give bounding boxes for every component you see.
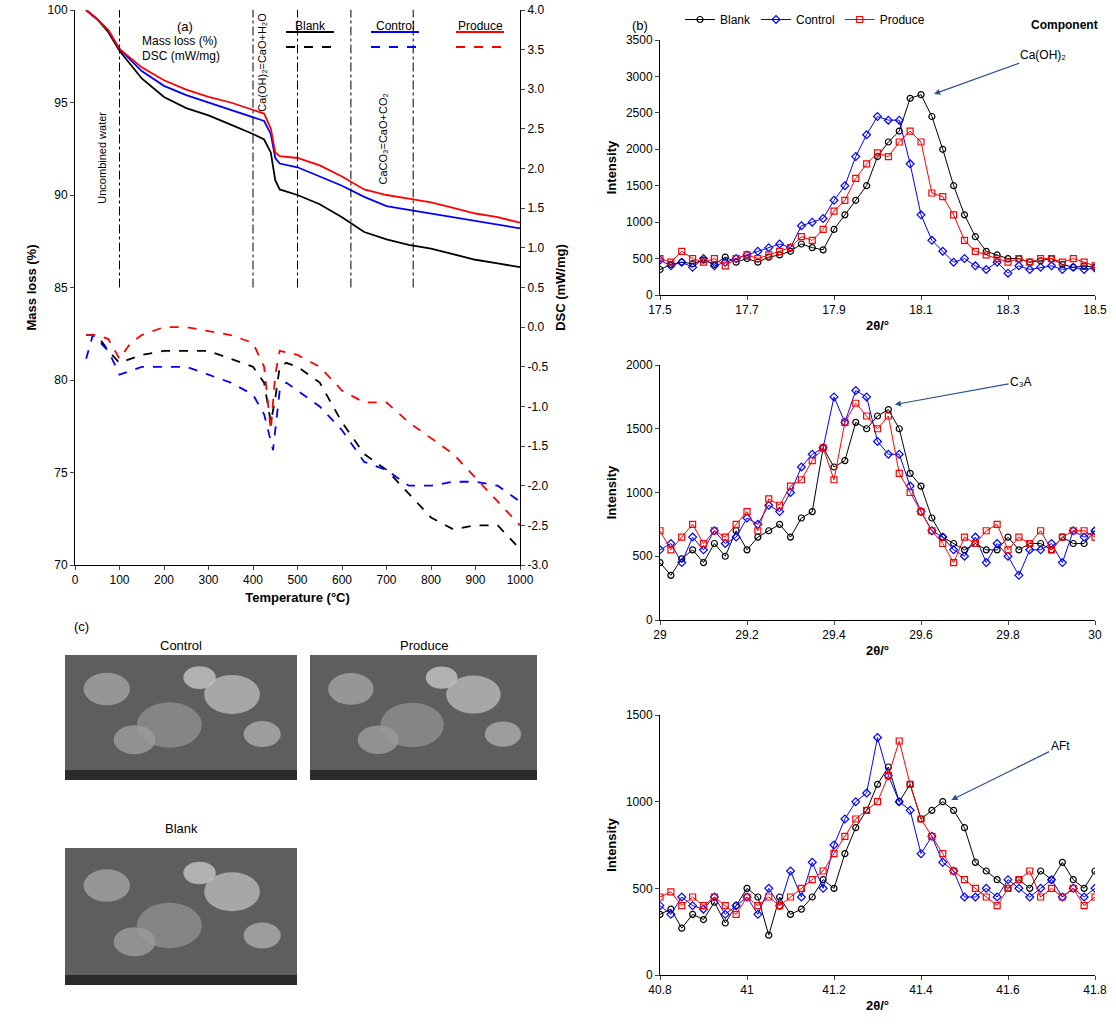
svg-text:29.8: 29.8 <box>996 628 1020 642</box>
svg-text:DSC (mW/mg): DSC (mW/mg) <box>142 49 220 63</box>
svg-text:Temperature (°C): Temperature (°C) <box>245 590 350 605</box>
svg-text:3000: 3000 <box>626 70 653 84</box>
svg-text:0: 0 <box>646 613 653 627</box>
svg-text:-2.5: -2.5 <box>527 519 548 533</box>
svg-text:Produce: Produce <box>400 638 448 653</box>
svg-text:Produce: Produce <box>880 13 925 27</box>
svg-text:Ca(OH)₂: Ca(OH)₂ <box>1020 48 1066 62</box>
svg-text:Ca(OH)₂=CaO+H₂O: Ca(OH)₂=CaO+H₂O <box>256 13 268 112</box>
svg-text:1.0: 1.0 <box>527 241 544 255</box>
svg-text:1000: 1000 <box>507 573 534 587</box>
svg-text:2000: 2000 <box>626 142 653 156</box>
svg-text:Uncombined water: Uncombined water <box>96 112 108 204</box>
svg-text:(a): (a) <box>177 19 193 34</box>
svg-text:18.1: 18.1 <box>909 303 933 317</box>
svg-text:Component: Component <box>1031 18 1098 32</box>
svg-text:-1.0: -1.0 <box>527 400 548 414</box>
svg-text:29.6: 29.6 <box>909 628 933 642</box>
svg-text:0.0: 0.0 <box>527 320 544 334</box>
svg-text:1000: 1000 <box>626 215 653 229</box>
svg-text:18.3: 18.3 <box>996 303 1020 317</box>
svg-text:70: 70 <box>54 558 68 572</box>
svg-text:Control: Control <box>376 19 415 33</box>
svg-text:18.5: 18.5 <box>1083 303 1107 317</box>
svg-text:200: 200 <box>154 573 174 587</box>
svg-text:-2.0: -2.0 <box>527 479 548 493</box>
svg-text:1500: 1500 <box>626 422 653 436</box>
svg-text:2.5: 2.5 <box>527 122 544 136</box>
svg-text:Intensity: Intensity <box>604 465 619 519</box>
svg-text:Blank: Blank <box>295 19 326 33</box>
svg-text:1500: 1500 <box>626 708 653 722</box>
svg-text:Intensity: Intensity <box>604 818 619 872</box>
svg-text:41.2: 41.2 <box>822 983 846 997</box>
svg-text:1500: 1500 <box>626 179 653 193</box>
svg-text:-0.5: -0.5 <box>527 360 548 374</box>
svg-text:Blank: Blank <box>720 13 751 27</box>
svg-text:4.0: 4.0 <box>527 3 544 17</box>
svg-text:0: 0 <box>646 968 653 982</box>
svg-text:0: 0 <box>72 573 79 587</box>
svg-text:41: 41 <box>740 983 754 997</box>
svg-text:30: 30 <box>1088 628 1102 642</box>
svg-text:Mass loss (%): Mass loss (%) <box>24 245 39 331</box>
svg-text:75: 75 <box>54 466 68 480</box>
svg-text:17.9: 17.9 <box>822 303 846 317</box>
svg-text:41.6: 41.6 <box>996 983 1020 997</box>
svg-text:C₃A: C₃A <box>1010 375 1032 389</box>
svg-text:Blank: Blank <box>165 821 198 836</box>
svg-text:17.7: 17.7 <box>735 303 759 317</box>
svg-text:DSC (mW/mg): DSC (mW/mg) <box>553 244 568 331</box>
svg-text:90: 90 <box>54 188 68 202</box>
svg-text:29: 29 <box>653 628 667 642</box>
svg-text:600: 600 <box>332 573 352 587</box>
svg-text:1000: 1000 <box>626 486 653 500</box>
svg-text:700: 700 <box>376 573 396 587</box>
svg-text:17.5: 17.5 <box>648 303 672 317</box>
svg-text:Produce: Produce <box>458 19 503 33</box>
svg-text:500: 500 <box>287 573 307 587</box>
svg-text:41.4: 41.4 <box>909 983 933 997</box>
svg-text:95: 95 <box>54 96 68 110</box>
svg-text:29.2: 29.2 <box>735 628 759 642</box>
svg-text:80: 80 <box>54 373 68 387</box>
svg-text:40.8: 40.8 <box>648 983 672 997</box>
svg-text:0: 0 <box>646 288 653 302</box>
svg-text:0.5: 0.5 <box>527 281 544 295</box>
svg-text:100: 100 <box>48 3 68 17</box>
svg-text:(c): (c) <box>74 619 89 634</box>
svg-text:Intensity: Intensity <box>604 140 619 194</box>
svg-text:-3.0: -3.0 <box>527 558 548 572</box>
svg-text:-1.5: -1.5 <box>527 439 548 453</box>
svg-text:85: 85 <box>54 281 68 295</box>
svg-text:900: 900 <box>465 573 485 587</box>
svg-text:Control: Control <box>160 638 202 653</box>
svg-text:100: 100 <box>109 573 129 587</box>
svg-text:(b): (b) <box>632 18 648 33</box>
svg-text:2θ/°: 2θ/° <box>866 998 889 1013</box>
svg-text:800: 800 <box>421 573 441 587</box>
svg-text:Mass loss (%): Mass loss (%) <box>142 34 217 48</box>
svg-text:2000: 2000 <box>626 358 653 372</box>
svg-text:1.5: 1.5 <box>527 201 544 215</box>
svg-text:2500: 2500 <box>626 106 653 120</box>
svg-text:AFt: AFt <box>1051 739 1070 753</box>
svg-text:3500: 3500 <box>626 33 653 47</box>
svg-text:CaCO₃=CaO+CO₂: CaCO₃=CaO+CO₂ <box>377 93 389 184</box>
svg-text:Control: Control <box>796 13 835 27</box>
svg-text:500: 500 <box>633 882 653 896</box>
svg-text:2θ/°: 2θ/° <box>866 318 889 333</box>
svg-text:500: 500 <box>633 549 653 563</box>
svg-text:300: 300 <box>198 573 218 587</box>
svg-text:29.4: 29.4 <box>822 628 846 642</box>
svg-text:3.5: 3.5 <box>527 43 544 57</box>
svg-text:41.8: 41.8 <box>1083 983 1107 997</box>
svg-text:400: 400 <box>243 573 263 587</box>
svg-text:500: 500 <box>633 252 653 266</box>
svg-text:2.0: 2.0 <box>527 162 544 176</box>
svg-text:2θ/°: 2θ/° <box>866 643 889 658</box>
svg-text:3.0: 3.0 <box>527 82 544 96</box>
svg-text:1000: 1000 <box>626 795 653 809</box>
